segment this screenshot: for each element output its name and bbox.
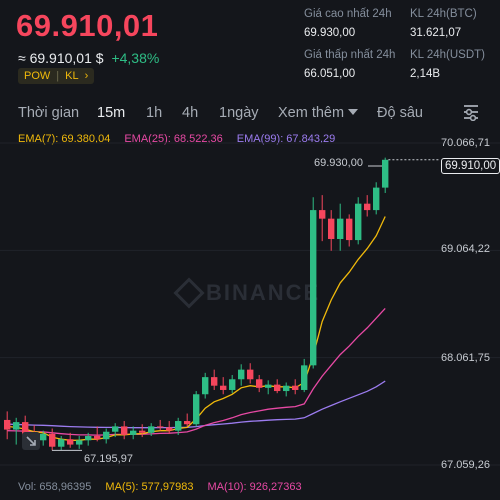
y-axis-label-2: 69.064,22 (441, 243, 490, 255)
candle-body (130, 430, 137, 435)
candle-body (76, 440, 83, 445)
tag-pow: POW (24, 70, 51, 82)
volume-label: Vol: 658,96395 (18, 481, 92, 493)
candle-body (283, 385, 290, 392)
candle-body (229, 379, 236, 390)
candle-body (67, 439, 74, 445)
last-price: 69.910,01 (16, 8, 159, 43)
fiat-price: ≈ 69.910,01 $ +4,38% (18, 50, 159, 66)
approx-symbol: ≈ (18, 50, 26, 66)
candle-body (94, 436, 101, 440)
watermark-text: BINANCE (206, 280, 321, 305)
candle-body (274, 384, 281, 392)
low-marker-label: 67.195,97 (84, 453, 133, 465)
binance-watermark: BINANCE (173, 277, 321, 309)
price-change-percent: +4,38% (111, 50, 160, 66)
ema99-label: EMA(99): 67.843,29 (236, 133, 336, 145)
low-24h-label: Giá thấp nhất 24h (304, 49, 396, 61)
tab-1day[interactable]: 1ngày (219, 105, 259, 121)
candle-body (364, 203, 371, 211)
candle-body (301, 365, 308, 390)
high-24h-label: Giá cao nhất 24h (304, 8, 392, 20)
candle-body (211, 377, 218, 386)
candle-body (220, 385, 227, 390)
tag-chip[interactable]: POW | KL › (18, 68, 95, 84)
candle-body (328, 218, 335, 240)
vol-btc-label: KL 24h(BTC) (410, 8, 477, 20)
high-24h-value: 69.930,00 (304, 27, 356, 39)
candle-body (175, 421, 182, 431)
tag-separator: | (56, 70, 60, 82)
candle-body (355, 203, 362, 241)
ema7-label: EMA(7): 69.380,04 (18, 133, 111, 145)
candle-body (184, 421, 191, 425)
tag-group[interactable]: POW | KL › (18, 68, 95, 84)
candle-body (337, 218, 344, 240)
tab-depth[interactable]: Độ sâu (377, 105, 423, 121)
candle-body (121, 426, 128, 435)
ema25-label: EMA(25): 68.522,36 (124, 133, 223, 145)
tab-time[interactable]: Thời gian (18, 105, 80, 121)
candle-body (373, 187, 380, 211)
chart-settings-icon[interactable] (462, 103, 480, 121)
candle-body (112, 426, 119, 432)
candle-body (85, 436, 92, 441)
candle-body (238, 369, 245, 380)
candle-body (292, 385, 299, 390)
candle-body (256, 379, 263, 388)
tab-more-label: Xem thêm (278, 105, 345, 121)
candle-body (13, 422, 20, 430)
last-price-marker: 69.910,00 (441, 158, 500, 174)
ma5-label: MA(5): 577,97983 (105, 481, 194, 493)
candle-body (157, 426, 164, 428)
high-marker-label: 69.930,00 (314, 157, 363, 169)
caret-down-icon (348, 109, 359, 115)
interval-tabs: Thời gian 15m 1h 4h 1ngày Xem thêm Độ sâ… (0, 100, 500, 128)
tag-kl: KL (65, 70, 79, 82)
candle-body (319, 210, 326, 219)
y-axis-label-1: 70.066,71 (441, 137, 490, 149)
candle-body (265, 384, 272, 388)
chevron-right-icon: › (84, 70, 89, 82)
expand-icon[interactable] (22, 432, 40, 450)
y-axis-label-3: 68.061,75 (441, 352, 490, 364)
low-24h-value: 66.051,00 (304, 68, 356, 80)
candle-body (202, 377, 209, 395)
candle-body (382, 159, 389, 188)
candle-body (310, 210, 317, 366)
y-axis-label-4: 67.059,26 (441, 459, 490, 471)
candle-body (346, 218, 353, 241)
vol-usdt-value: 2,14B (410, 68, 441, 80)
candle-body (40, 433, 47, 441)
candle-body (58, 439, 65, 447)
candle-body (103, 431, 110, 440)
ema-legend: EMA(7): 69.380,04 EMA(25): 68.522,36 EMA… (18, 133, 335, 145)
candle-body (139, 430, 146, 433)
candle-body (49, 433, 56, 447)
volume-legend: Vol: 658,96395 MA(5): 577,97983 MA(10): … (18, 481, 302, 493)
candle-body (148, 426, 155, 433)
approx-value: 69.910,01 $ (29, 50, 104, 66)
tab-1h[interactable]: 1h (146, 105, 163, 121)
candle-body (4, 419, 11, 430)
ema99-line (7, 380, 386, 429)
vol-btc-value: 31.621,07 (410, 27, 462, 39)
candle-body (247, 369, 254, 380)
candle-body (22, 422, 29, 435)
vol-usdt-label: KL 24h(USDT) (410, 49, 485, 61)
tab-4h[interactable]: 4h (182, 105, 199, 121)
ma10-label: MA(10): 926,27363 (207, 481, 302, 493)
candle-body (193, 394, 200, 425)
tab-more[interactable]: Xem thêm (278, 105, 359, 121)
candle-body (166, 427, 173, 431)
tab-15m[interactable]: 15m (97, 105, 126, 121)
